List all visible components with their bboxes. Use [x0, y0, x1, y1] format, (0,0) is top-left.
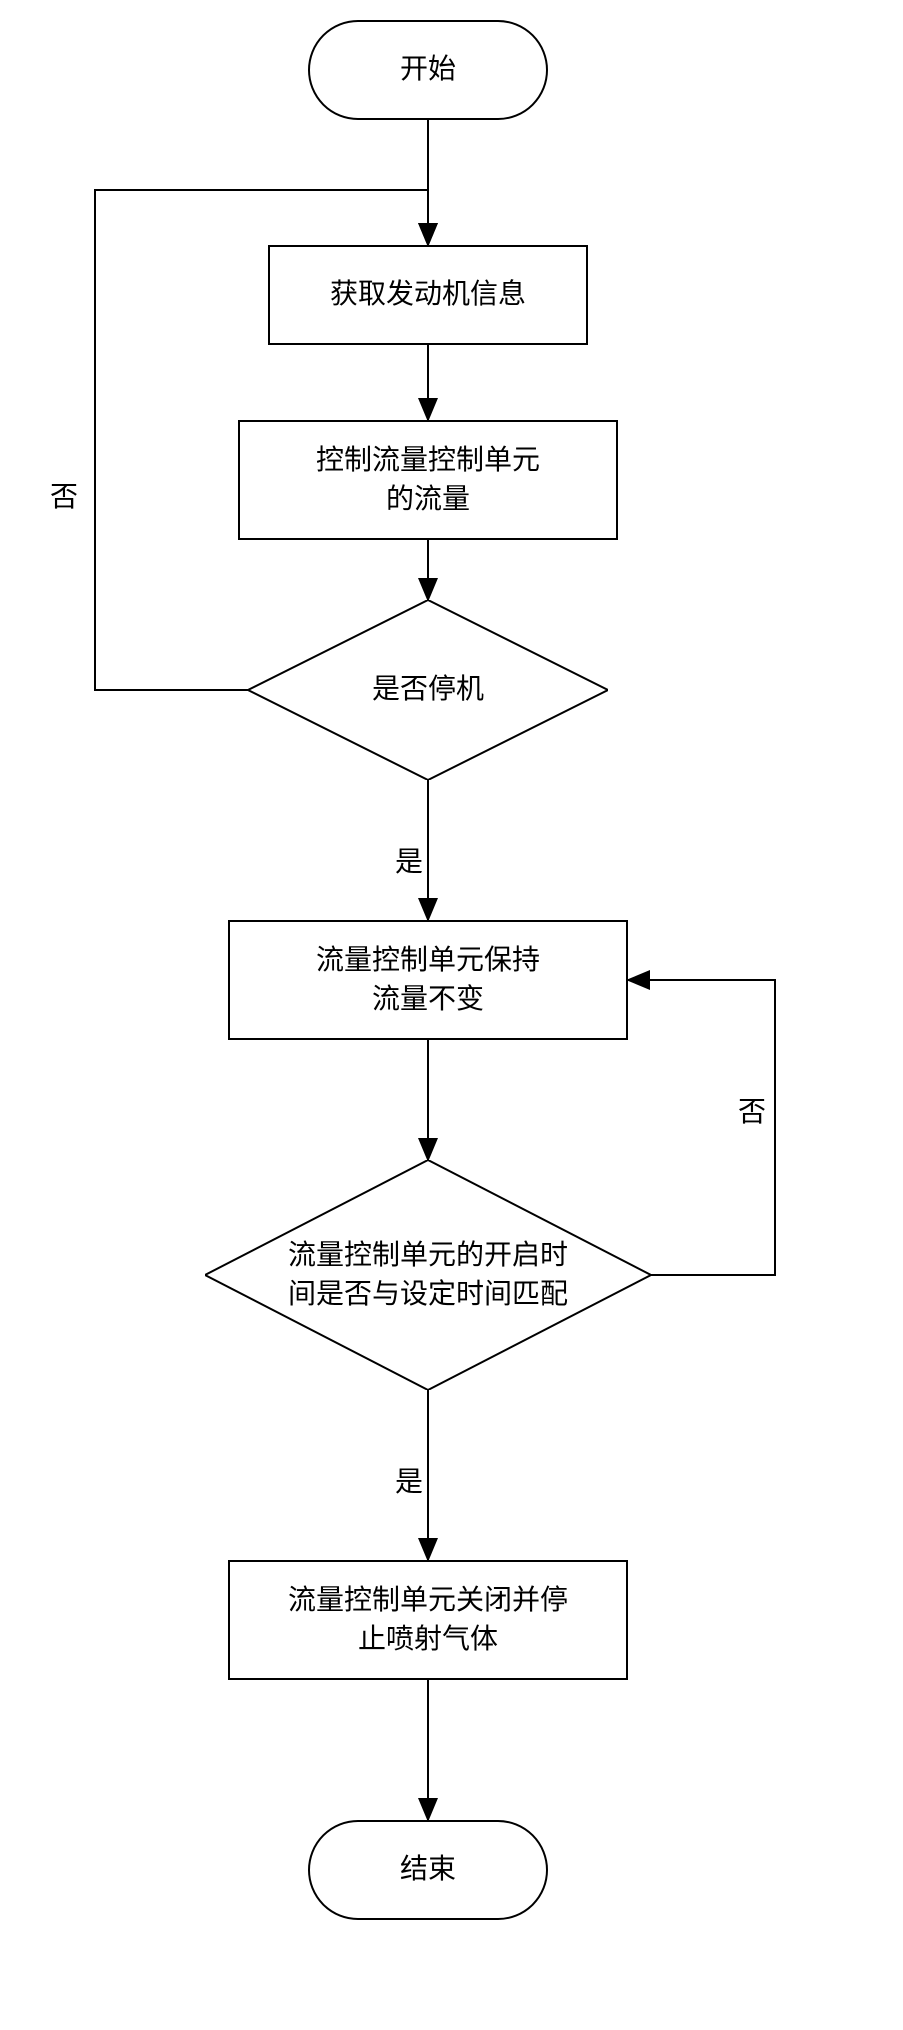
node-label-d2: 流量控制单元的开启时间是否与设定时间匹配	[248, 1236, 608, 1314]
node-end: 结束	[308, 1820, 548, 1920]
edge-label-d2-n3: 否	[738, 1090, 766, 1130]
node-n4: 流量控制单元关闭并停止喷射气体	[228, 1560, 628, 1680]
edge-label-d1-n3: 是	[395, 840, 423, 880]
node-n1: 获取发动机信息	[268, 245, 588, 345]
node-label-n4: 流量控制单元关闭并停止喷射气体	[288, 1581, 568, 1659]
node-d1: 是否停机	[248, 600, 608, 780]
flowchart-container: 开始获取发动机信息控制流量控制单元的流量是否停机流量控制单元保持流量不变流量控制…	[0, 0, 903, 2030]
node-n2: 控制流量控制单元的流量	[238, 420, 618, 540]
node-d2: 流量控制单元的开启时间是否与设定时间匹配	[205, 1160, 651, 1390]
node-label-n2: 控制流量控制单元的流量	[316, 441, 540, 519]
node-label-n3: 流量控制单元保持流量不变	[316, 941, 540, 1019]
edge-label-d1-n1: 否	[50, 475, 78, 515]
node-start: 开始	[308, 20, 548, 120]
edge-label-d2-n4: 是	[395, 1460, 423, 1500]
node-label-start: 开始	[400, 50, 456, 89]
node-label-end: 结束	[400, 1850, 456, 1889]
node-label-d1: 是否停机	[332, 670, 524, 709]
node-label-n1: 获取发动机信息	[330, 275, 526, 314]
node-n3: 流量控制单元保持流量不变	[228, 920, 628, 1040]
